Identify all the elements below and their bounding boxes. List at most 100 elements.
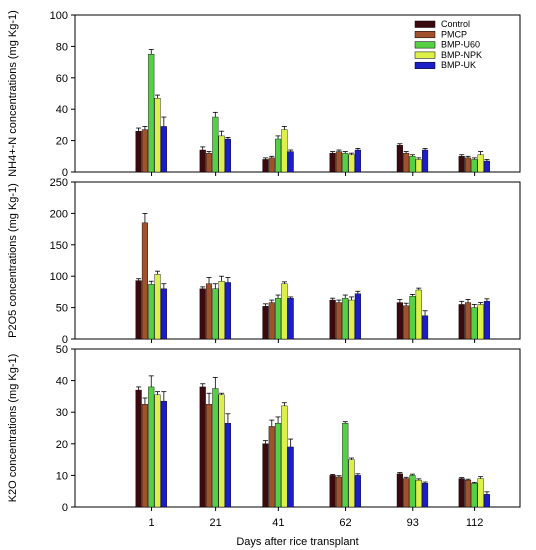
bar [409, 475, 416, 508]
y-tick-label: 200 [50, 208, 68, 220]
panel-1: 0 20 40 60 80 100 NH4+-N concentrations (mg Kg… [7, 10, 521, 179]
bar [329, 152, 336, 173]
bar [199, 149, 206, 173]
legend-swatch [414, 41, 436, 49]
bar [135, 130, 142, 173]
bar [477, 154, 484, 173]
bar [268, 302, 275, 340]
panel-frame [74, 348, 521, 508]
bar [281, 129, 288, 173]
bar [342, 297, 349, 340]
bar [287, 446, 294, 508]
y-tick-label: 80 [56, 41, 68, 53]
bar [471, 159, 478, 173]
panel-frame [74, 14, 521, 173]
x-tick-label: 112 [466, 517, 484, 529]
bar [477, 478, 484, 508]
bar [458, 304, 465, 340]
legend-swatch [414, 31, 436, 39]
y-tick-label: 100 [50, 10, 68, 22]
bar [199, 288, 206, 340]
bar [224, 282, 231, 340]
bar [275, 138, 282, 173]
bar [262, 306, 269, 340]
bar [212, 388, 219, 508]
bar [342, 152, 349, 173]
y-tick-label: 40 [56, 104, 68, 116]
bar [458, 478, 465, 508]
bar [287, 151, 294, 173]
legend-label: BMP-UK [441, 60, 476, 70]
bar [458, 156, 465, 173]
bar [205, 152, 213, 173]
y-tick-label: 50 [56, 344, 68, 356]
bar [287, 297, 294, 340]
bar [329, 299, 336, 340]
bar [471, 307, 478, 340]
bar [354, 149, 361, 173]
bar [403, 478, 410, 508]
x-tick-label: 93 [407, 517, 419, 529]
x-tick-label: 21 [209, 517, 221, 529]
bar [335, 476, 343, 508]
legend-swatch [414, 20, 436, 28]
bar [262, 443, 269, 508]
bar [483, 301, 490, 340]
legend-swatch [414, 61, 436, 69]
bar [403, 305, 410, 340]
bar [354, 293, 361, 340]
bar [348, 154, 355, 173]
y-tick-label: 30 [56, 407, 68, 419]
bar [160, 126, 167, 173]
bar [422, 315, 429, 340]
bar [415, 479, 422, 508]
bar [281, 405, 288, 508]
bar [329, 475, 336, 508]
y-tick-label: 100 [50, 271, 68, 283]
y-axis-label: P2O5 concentrations (mg Kg-1) [7, 183, 19, 338]
bar [403, 152, 410, 173]
legend-label: Control [441, 19, 470, 29]
bar [268, 426, 275, 508]
y-tick-label: 0 [62, 167, 68, 179]
legend-label: PMCP [441, 29, 467, 39]
bar [483, 494, 490, 508]
bar [218, 394, 225, 508]
y-tick-label: 50 [56, 303, 68, 315]
y-axis-label: NH4+-N concentrations (mg Kg-1) [7, 10, 19, 177]
y-tick-label: 10 [56, 470, 68, 482]
panel-2: 0 50 100 150 200 250 P2O5 concentrations (mg K… [7, 177, 521, 346]
bar [205, 283, 213, 340]
y-tick-label: 250 [50, 177, 68, 189]
y-tick-label: 20 [56, 439, 68, 451]
bar [396, 473, 403, 508]
y-tick-label: 60 [56, 73, 68, 85]
legend-label: BMP-NPK [441, 50, 482, 60]
bar [409, 296, 416, 340]
bar [148, 386, 155, 508]
y-tick-label: 150 [50, 240, 68, 252]
bar [483, 160, 490, 173]
bar [135, 389, 142, 508]
legend-label: BMP-U60 [441, 40, 480, 50]
bar [154, 98, 161, 173]
x-tick-label: 1 [148, 517, 154, 529]
y-tick-label: 40 [56, 376, 68, 388]
bar [212, 288, 219, 340]
bar [281, 283, 288, 340]
bar [396, 302, 403, 340]
bar [275, 297, 282, 340]
bar [396, 145, 403, 173]
bar [205, 404, 213, 508]
bar [218, 135, 225, 173]
bar [218, 281, 225, 340]
bar [148, 54, 155, 173]
bar [471, 483, 478, 508]
bar [141, 404, 148, 508]
bar [224, 138, 231, 173]
bar [422, 149, 429, 173]
bar [477, 304, 484, 340]
bar [135, 280, 142, 340]
